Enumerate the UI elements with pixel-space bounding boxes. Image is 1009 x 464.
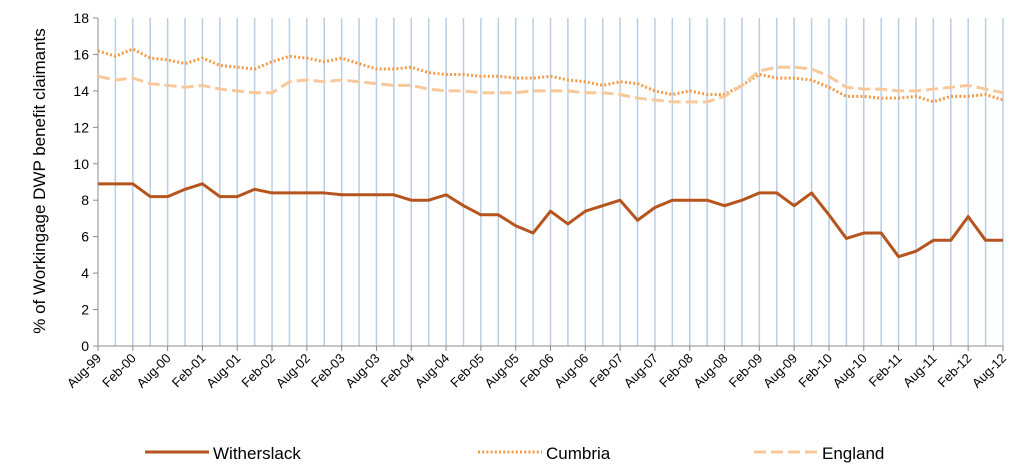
x-tick-label: Feb-09 bbox=[726, 351, 766, 391]
y-tick-label: 4 bbox=[81, 265, 89, 281]
x-tick-label: Aug-01 bbox=[203, 351, 243, 391]
x-tick-label: Feb-04 bbox=[378, 351, 418, 391]
y-tick-label: 8 bbox=[81, 192, 89, 208]
y-tick-label: 16 bbox=[73, 46, 89, 62]
x-tick-label: Aug-05 bbox=[482, 351, 522, 391]
x-tick-label: Feb-01 bbox=[169, 351, 209, 391]
x-tick-label: Feb-06 bbox=[517, 351, 557, 391]
x-tick-label: Feb-02 bbox=[238, 351, 278, 391]
x-tick-label: Aug-06 bbox=[551, 351, 591, 391]
series-line-england bbox=[97, 65, 1004, 104]
y-tick-label: 12 bbox=[73, 119, 89, 135]
vertical-gridlines bbox=[114, 18, 1004, 346]
x-tick-label: Aug-09 bbox=[760, 351, 800, 391]
x-tick-label: Feb-12 bbox=[935, 351, 975, 391]
x-tick-label: Feb-11 bbox=[866, 351, 905, 390]
x-tick-label: Feb-00 bbox=[99, 351, 139, 391]
x-tick-label: Aug-11 bbox=[900, 351, 940, 391]
series-line-cumbria bbox=[97, 47, 1004, 104]
x-tick-label: Feb-10 bbox=[795, 351, 835, 391]
x-tick-label: Aug-00 bbox=[133, 351, 173, 391]
y-tick-label: 6 bbox=[81, 229, 89, 245]
x-tick-label: Feb-03 bbox=[308, 351, 348, 391]
x-tick-label: Aug-02 bbox=[273, 351, 313, 391]
legend: Witherslack Cumbria England bbox=[145, 444, 884, 463]
x-tick-label: Aug-12 bbox=[969, 351, 1009, 391]
y-tick-label: 10 bbox=[73, 156, 89, 172]
x-tick-label: Aug-99 bbox=[64, 351, 104, 391]
x-tick-label: Feb-07 bbox=[586, 351, 626, 391]
y-axis-label: % of Workingage DWP benefit claimants bbox=[30, 28, 49, 334]
series-lines bbox=[97, 47, 1004, 259]
legend-label: Cumbria bbox=[546, 444, 611, 463]
legend-label: England bbox=[822, 444, 884, 463]
x-tick-labels: Aug-99Feb-00Aug-00Feb-01Aug-01Feb-02Aug-… bbox=[64, 351, 1009, 391]
legend-label: Witherslack bbox=[213, 444, 301, 463]
y-tick-label: 18 bbox=[73, 10, 89, 26]
y-tick-label: 2 bbox=[81, 302, 89, 318]
y-tick-label: 14 bbox=[73, 83, 89, 99]
axes bbox=[93, 17, 1004, 351]
x-tick-label: Aug-04 bbox=[412, 351, 452, 391]
x-tick-label: Feb-08 bbox=[656, 351, 696, 391]
x-tick-label: Feb-05 bbox=[447, 351, 487, 391]
x-tick-label: Aug-08 bbox=[690, 351, 730, 391]
x-tick-label: Aug-10 bbox=[830, 351, 870, 391]
series-line-witherslack bbox=[98, 182, 1003, 259]
y-tick-label: 0 bbox=[81, 338, 89, 354]
y-tick-labels: 0 2 4 6 8 10 12 14 16 18 bbox=[73, 10, 89, 354]
x-tick-label: Aug-03 bbox=[342, 351, 382, 391]
x-tick-label: Aug-07 bbox=[621, 351, 661, 391]
